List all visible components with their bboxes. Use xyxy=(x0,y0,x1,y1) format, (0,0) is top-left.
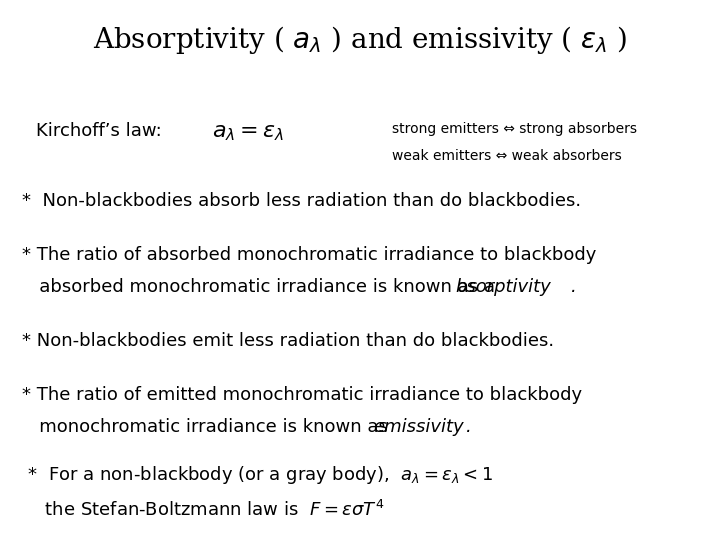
Text: Absorptivity ( $a_{\lambda}$ ) and emissivity ( $\varepsilon_{\lambda}$ ): Absorptivity ( $a_{\lambda}$ ) and emiss… xyxy=(93,24,627,56)
Text: * The ratio of emitted monochromatic irradiance to blackbody: * The ratio of emitted monochromatic irr… xyxy=(22,386,582,404)
Text: *  Non-blackbodies absorb less radiation than do blackbodies.: * Non-blackbodies absorb less radiation … xyxy=(22,192,581,210)
Text: weak emitters ⇔ weak absorbers: weak emitters ⇔ weak absorbers xyxy=(392,148,622,163)
Text: strong emitters ⇔ strong absorbers: strong emitters ⇔ strong absorbers xyxy=(392,122,637,136)
Text: *  For a non-blackbody (or a gray body),  $a_{\lambda} = \varepsilon_{\lambda} <: * For a non-blackbody (or a gray body), … xyxy=(22,464,492,487)
Text: $a_{\lambda} = \varepsilon_{\lambda}$: $a_{\lambda} = \varepsilon_{\lambda}$ xyxy=(212,122,284,144)
Text: * The ratio of absorbed monochromatic irradiance to blackbody: * The ratio of absorbed monochromatic ir… xyxy=(22,246,596,264)
Text: absorbed monochromatic irradiance is known as a: absorbed monochromatic irradiance is kno… xyxy=(22,278,495,296)
Text: Kirchoff’s law:: Kirchoff’s law: xyxy=(36,122,162,139)
Text: * Non-blackbodies emit less radiation than do blackbodies.: * Non-blackbodies emit less radiation th… xyxy=(22,332,554,350)
Text: .: . xyxy=(466,418,472,436)
Text: the Stefan-Boltzmann law is  $F = \varepsilon\sigma T^{4}$: the Stefan-Boltzmann law is $F = \vareps… xyxy=(22,500,384,519)
Text: monochromatic irradiance is known as: monochromatic irradiance is known as xyxy=(22,418,393,436)
Text: emissivity: emissivity xyxy=(373,418,464,436)
Text: bsorptivity: bsorptivity xyxy=(455,278,551,296)
Text: .: . xyxy=(571,278,577,296)
